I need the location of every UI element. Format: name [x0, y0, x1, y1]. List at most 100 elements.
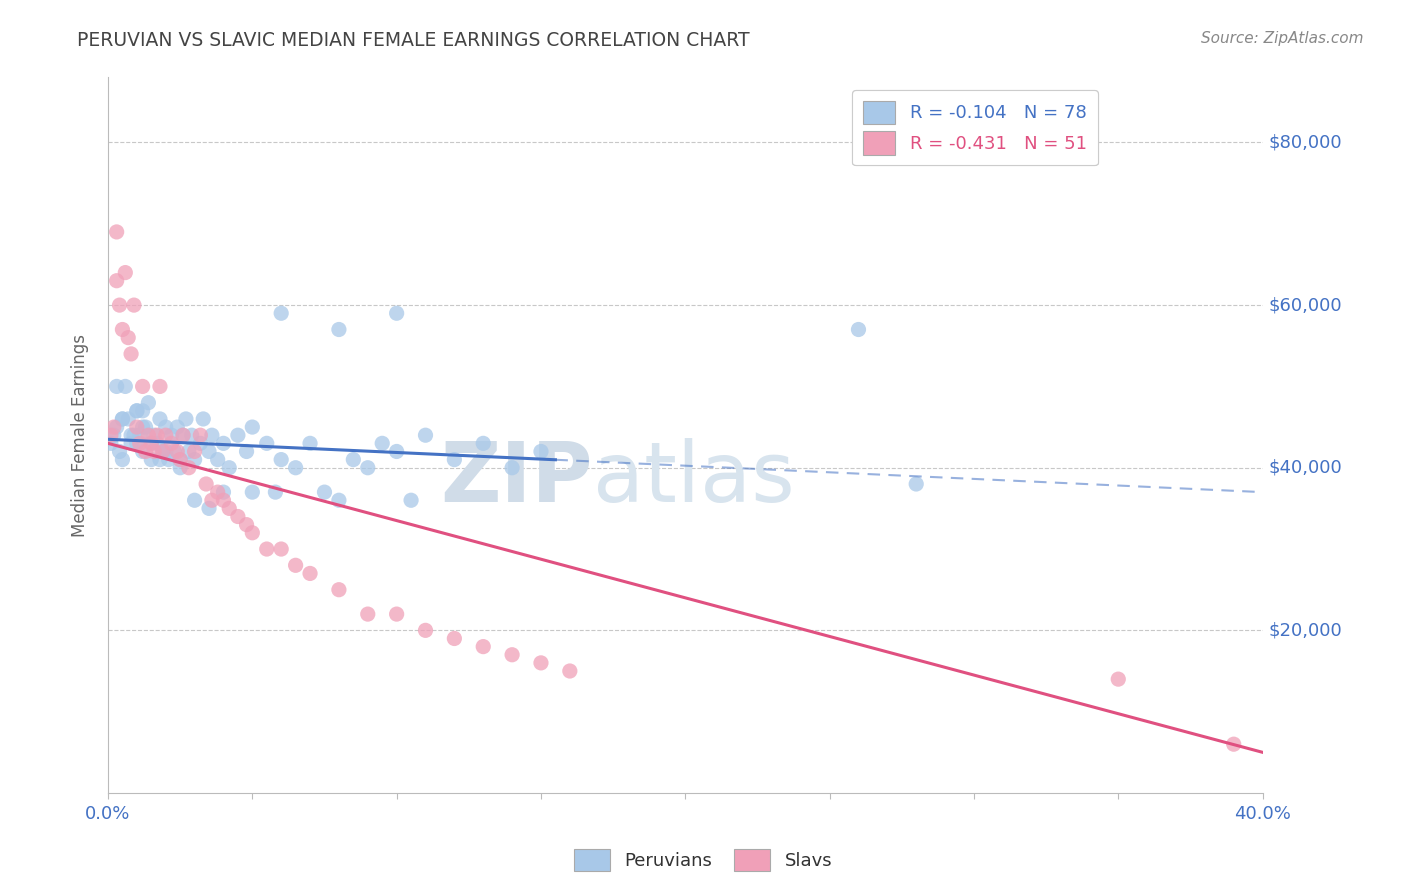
Point: [146, 436, 169, 450]
Text: $80,000: $80,000: [1268, 134, 1341, 152]
Point: [169, 460, 191, 475]
Point: [558, 664, 581, 678]
Point: [128, 428, 150, 442]
Point: [284, 460, 307, 475]
Point: [108, 444, 131, 458]
Point: [218, 460, 240, 475]
Point: [160, 436, 183, 450]
Point: [103, 428, 125, 442]
Point: [114, 379, 136, 393]
Point: [108, 298, 131, 312]
Point: [111, 452, 134, 467]
Point: [125, 436, 148, 450]
Text: atlas: atlas: [593, 438, 794, 518]
Point: [125, 420, 148, 434]
Point: [240, 525, 263, 540]
Point: [256, 436, 278, 450]
Text: $60,000: $60,000: [1268, 296, 1341, 314]
Point: [530, 444, 553, 458]
Point: [172, 428, 194, 442]
Point: [235, 517, 257, 532]
Point: [226, 509, 249, 524]
Point: [190, 428, 212, 442]
Point: [100, 428, 122, 442]
Point: [143, 428, 166, 442]
Point: [270, 452, 292, 467]
Point: [385, 306, 408, 320]
Point: [143, 444, 166, 458]
Point: [169, 452, 191, 467]
Point: [160, 428, 183, 442]
Point: [415, 624, 437, 638]
Point: [125, 404, 148, 418]
Point: [125, 404, 148, 418]
Point: [105, 379, 128, 393]
Point: [152, 444, 174, 458]
Y-axis label: Median Female Earnings: Median Female Earnings: [72, 334, 89, 537]
Point: [207, 485, 229, 500]
Point: [122, 298, 145, 312]
Point: [385, 444, 408, 458]
Point: [120, 436, 142, 450]
Text: $40,000: $40,000: [1268, 458, 1343, 476]
Point: [131, 444, 153, 458]
Point: [357, 460, 380, 475]
Point: [177, 444, 200, 458]
Point: [212, 436, 235, 450]
Point: [415, 428, 437, 442]
Point: [212, 493, 235, 508]
Point: [198, 444, 221, 458]
Point: [328, 322, 350, 336]
Point: [848, 322, 870, 336]
Point: [131, 404, 153, 418]
Point: [198, 501, 221, 516]
Point: [117, 331, 139, 345]
Point: [149, 412, 172, 426]
Point: [314, 485, 336, 500]
Point: [195, 477, 218, 491]
Point: [131, 379, 153, 393]
Text: PERUVIAN VS SLAVIC MEDIAN FEMALE EARNINGS CORRELATION CHART: PERUVIAN VS SLAVIC MEDIAN FEMALE EARNING…: [77, 31, 749, 50]
Point: [155, 444, 177, 458]
Point: [240, 485, 263, 500]
Point: [240, 420, 263, 434]
Point: [399, 493, 422, 508]
Point: [530, 656, 553, 670]
Point: [270, 542, 292, 557]
Point: [180, 428, 202, 442]
Point: [235, 444, 257, 458]
Point: [111, 412, 134, 426]
Point: [141, 452, 163, 467]
Point: [207, 452, 229, 467]
Point: [105, 420, 128, 434]
Point: [134, 420, 156, 434]
Point: [157, 452, 180, 467]
Point: [328, 493, 350, 508]
Point: [218, 501, 240, 516]
Point: [138, 428, 160, 442]
Point: [501, 648, 523, 662]
Point: [443, 632, 465, 646]
Point: [146, 428, 169, 442]
Text: Source: ZipAtlas.com: Source: ZipAtlas.com: [1201, 31, 1364, 46]
Point: [177, 460, 200, 475]
Point: [264, 485, 287, 500]
Point: [128, 436, 150, 450]
Point: [183, 493, 205, 508]
Point: [100, 436, 122, 450]
Point: [117, 412, 139, 426]
Point: [111, 412, 134, 426]
Point: [120, 428, 142, 442]
Legend: R = -0.104   N = 78, R = -0.431   N = 51: R = -0.104 N = 78, R = -0.431 N = 51: [852, 90, 1098, 165]
Point: [141, 436, 163, 450]
Point: [201, 428, 224, 442]
Point: [905, 477, 928, 491]
Point: [120, 347, 142, 361]
Point: [169, 452, 191, 467]
Point: [155, 428, 177, 442]
Text: ZIP: ZIP: [440, 438, 593, 518]
Point: [149, 452, 172, 467]
Point: [111, 322, 134, 336]
Point: [284, 558, 307, 573]
Point: [270, 306, 292, 320]
